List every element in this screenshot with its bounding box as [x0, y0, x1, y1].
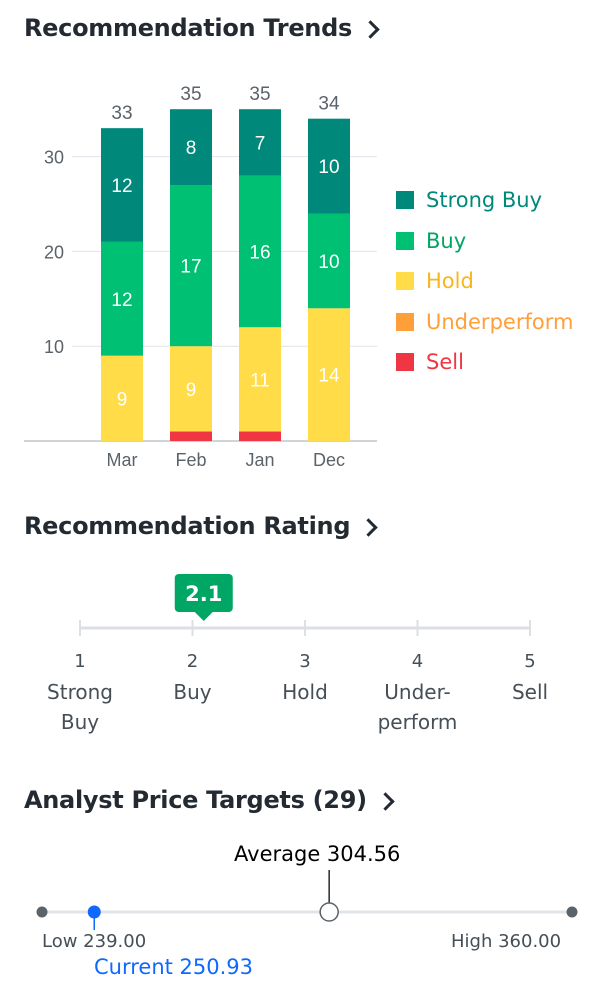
rating-scale-number: 2	[186, 651, 199, 672]
rating-scale-number: 4	[411, 651, 424, 672]
x-category-label: Feb	[175, 450, 206, 470]
legend-label: Underperform	[426, 309, 574, 334]
current-price-label: Current 250.93	[94, 955, 254, 979]
bar-segment	[308, 213, 350, 309]
low-price-label: Low 239.00	[42, 931, 147, 952]
bar-value-label: 12	[111, 176, 132, 197]
high-price-dot	[566, 906, 578, 918]
rating-scale-label: 1 Strong Buy	[20, 647, 140, 737]
rating-scale-label: 5 Sell	[470, 647, 590, 707]
y-tick-label: 10	[44, 337, 64, 357]
rating-scale-text: Buy	[173, 680, 212, 704]
legend-swatch	[396, 191, 414, 210]
x-category-label: Mar	[107, 450, 138, 470]
bar-value-label: 17	[180, 257, 201, 278]
legend-label: Hold	[426, 269, 474, 294]
bar-value-label: 9	[186, 380, 197, 401]
bar-value-label: 8	[186, 138, 197, 159]
recommendation-trends-header[interactable]: Recommendation Trends	[24, 14, 380, 42]
recommendation-trends-title: Recommendation Trends	[24, 14, 352, 42]
bar-segment	[170, 109, 212, 186]
rating-scale-number: 5	[524, 651, 536, 672]
legend-swatch	[396, 312, 414, 331]
chart-legend: Strong Buy Buy Hold Underperform Sell	[396, 180, 573, 383]
bar-segment	[170, 431, 212, 441]
recommendation-rating-title: Recommendation Rating	[24, 512, 351, 540]
x-category-label: Jan	[245, 450, 274, 470]
price-target-range	[36, 870, 578, 930]
bar-segment	[101, 241, 143, 356]
bar-segment	[101, 128, 143, 242]
bar-total-label: 35	[249, 84, 270, 105]
legend-item[interactable]: Strong Buy	[396, 180, 573, 221]
legend-item[interactable]: Hold	[396, 261, 573, 302]
bar-total-label: 33	[111, 103, 132, 124]
bar-total-label: 34	[318, 94, 340, 115]
legend-swatch	[396, 231, 414, 250]
bar-segment	[239, 431, 281, 441]
bar-value-label: 16	[249, 242, 270, 263]
legend-label: Strong Buy	[426, 188, 543, 213]
analyst-price-targets-title: Analyst Price Targets (29)	[24, 786, 367, 814]
low-price-dot	[36, 906, 48, 918]
legend-item[interactable]: Underperform	[396, 302, 573, 343]
rating-scale-text: perform	[377, 710, 458, 734]
bar-segment	[170, 346, 212, 432]
bar-value-label: 9	[117, 389, 128, 410]
y-tick-label: 20	[44, 242, 64, 262]
recommendation-trends-chart: 10 20 30 9 12 12 33 Mar 9 17 8 35 Feb 11 16 7 35 Jan 14 10 1…	[24, 84, 377, 470]
legend-item[interactable]: Buy	[396, 221, 573, 262]
rating-scale-number: 3	[299, 651, 311, 672]
rating-scale-label: 3 Hold	[245, 647, 365, 707]
bar-segment	[239, 109, 281, 176]
average-price-label: Average 304.56	[234, 842, 401, 866]
bar-segment	[239, 175, 281, 328]
bar-value-label: 10	[318, 252, 339, 273]
rating-scale-text: Buy	[60, 710, 100, 734]
legend-item[interactable]: Sell	[396, 342, 573, 383]
bar-segment	[170, 185, 212, 347]
bar-value-label: 11	[250, 370, 270, 391]
legend-label: Buy	[426, 228, 467, 253]
legend-swatch	[396, 272, 414, 291]
recommendation-rating-header[interactable]: Recommendation Rating	[24, 512, 378, 540]
legend-label: Sell	[426, 350, 464, 375]
rating-scale-label: 2 Buy	[133, 647, 253, 707]
analyst-price-targets-header[interactable]: Analyst Price Targets (29)	[24, 786, 395, 814]
rating-scale-text: Under-	[384, 680, 451, 704]
chevron-right-icon	[376, 791, 395, 811]
y-tick-label: 30	[44, 148, 64, 168]
bar-segment	[308, 118, 350, 214]
rating-badge: 2.1	[174, 574, 233, 621]
bar-segment	[239, 327, 281, 432]
average-price-marker	[319, 902, 339, 922]
bar-segment	[101, 355, 143, 441]
bar-total-label: 35	[180, 84, 201, 105]
rating-scale-track: 2.1	[79, 574, 531, 636]
rating-scale-text: Sell	[511, 680, 549, 704]
bar-value-label: 7	[255, 133, 266, 154]
current-price-marker	[87, 905, 101, 919]
bar-value-label: 14	[318, 366, 340, 387]
rating-scale-number: 1	[74, 651, 86, 672]
rating-badge-value: 2.1	[185, 582, 222, 606]
legend-swatch	[396, 353, 414, 372]
chevron-right-icon	[359, 517, 378, 537]
bar-segment	[308, 308, 350, 441]
rating-scale-text: Strong	[47, 680, 113, 704]
high-price-label: High 360.00	[451, 931, 562, 952]
rating-scale-label: 4 Under-perform	[358, 647, 478, 737]
x-category-label: Dec	[313, 450, 345, 470]
rating-scale-text: Hold	[282, 680, 328, 704]
bar-value-label: 12	[111, 290, 132, 311]
bar-value-label: 10	[318, 157, 339, 178]
